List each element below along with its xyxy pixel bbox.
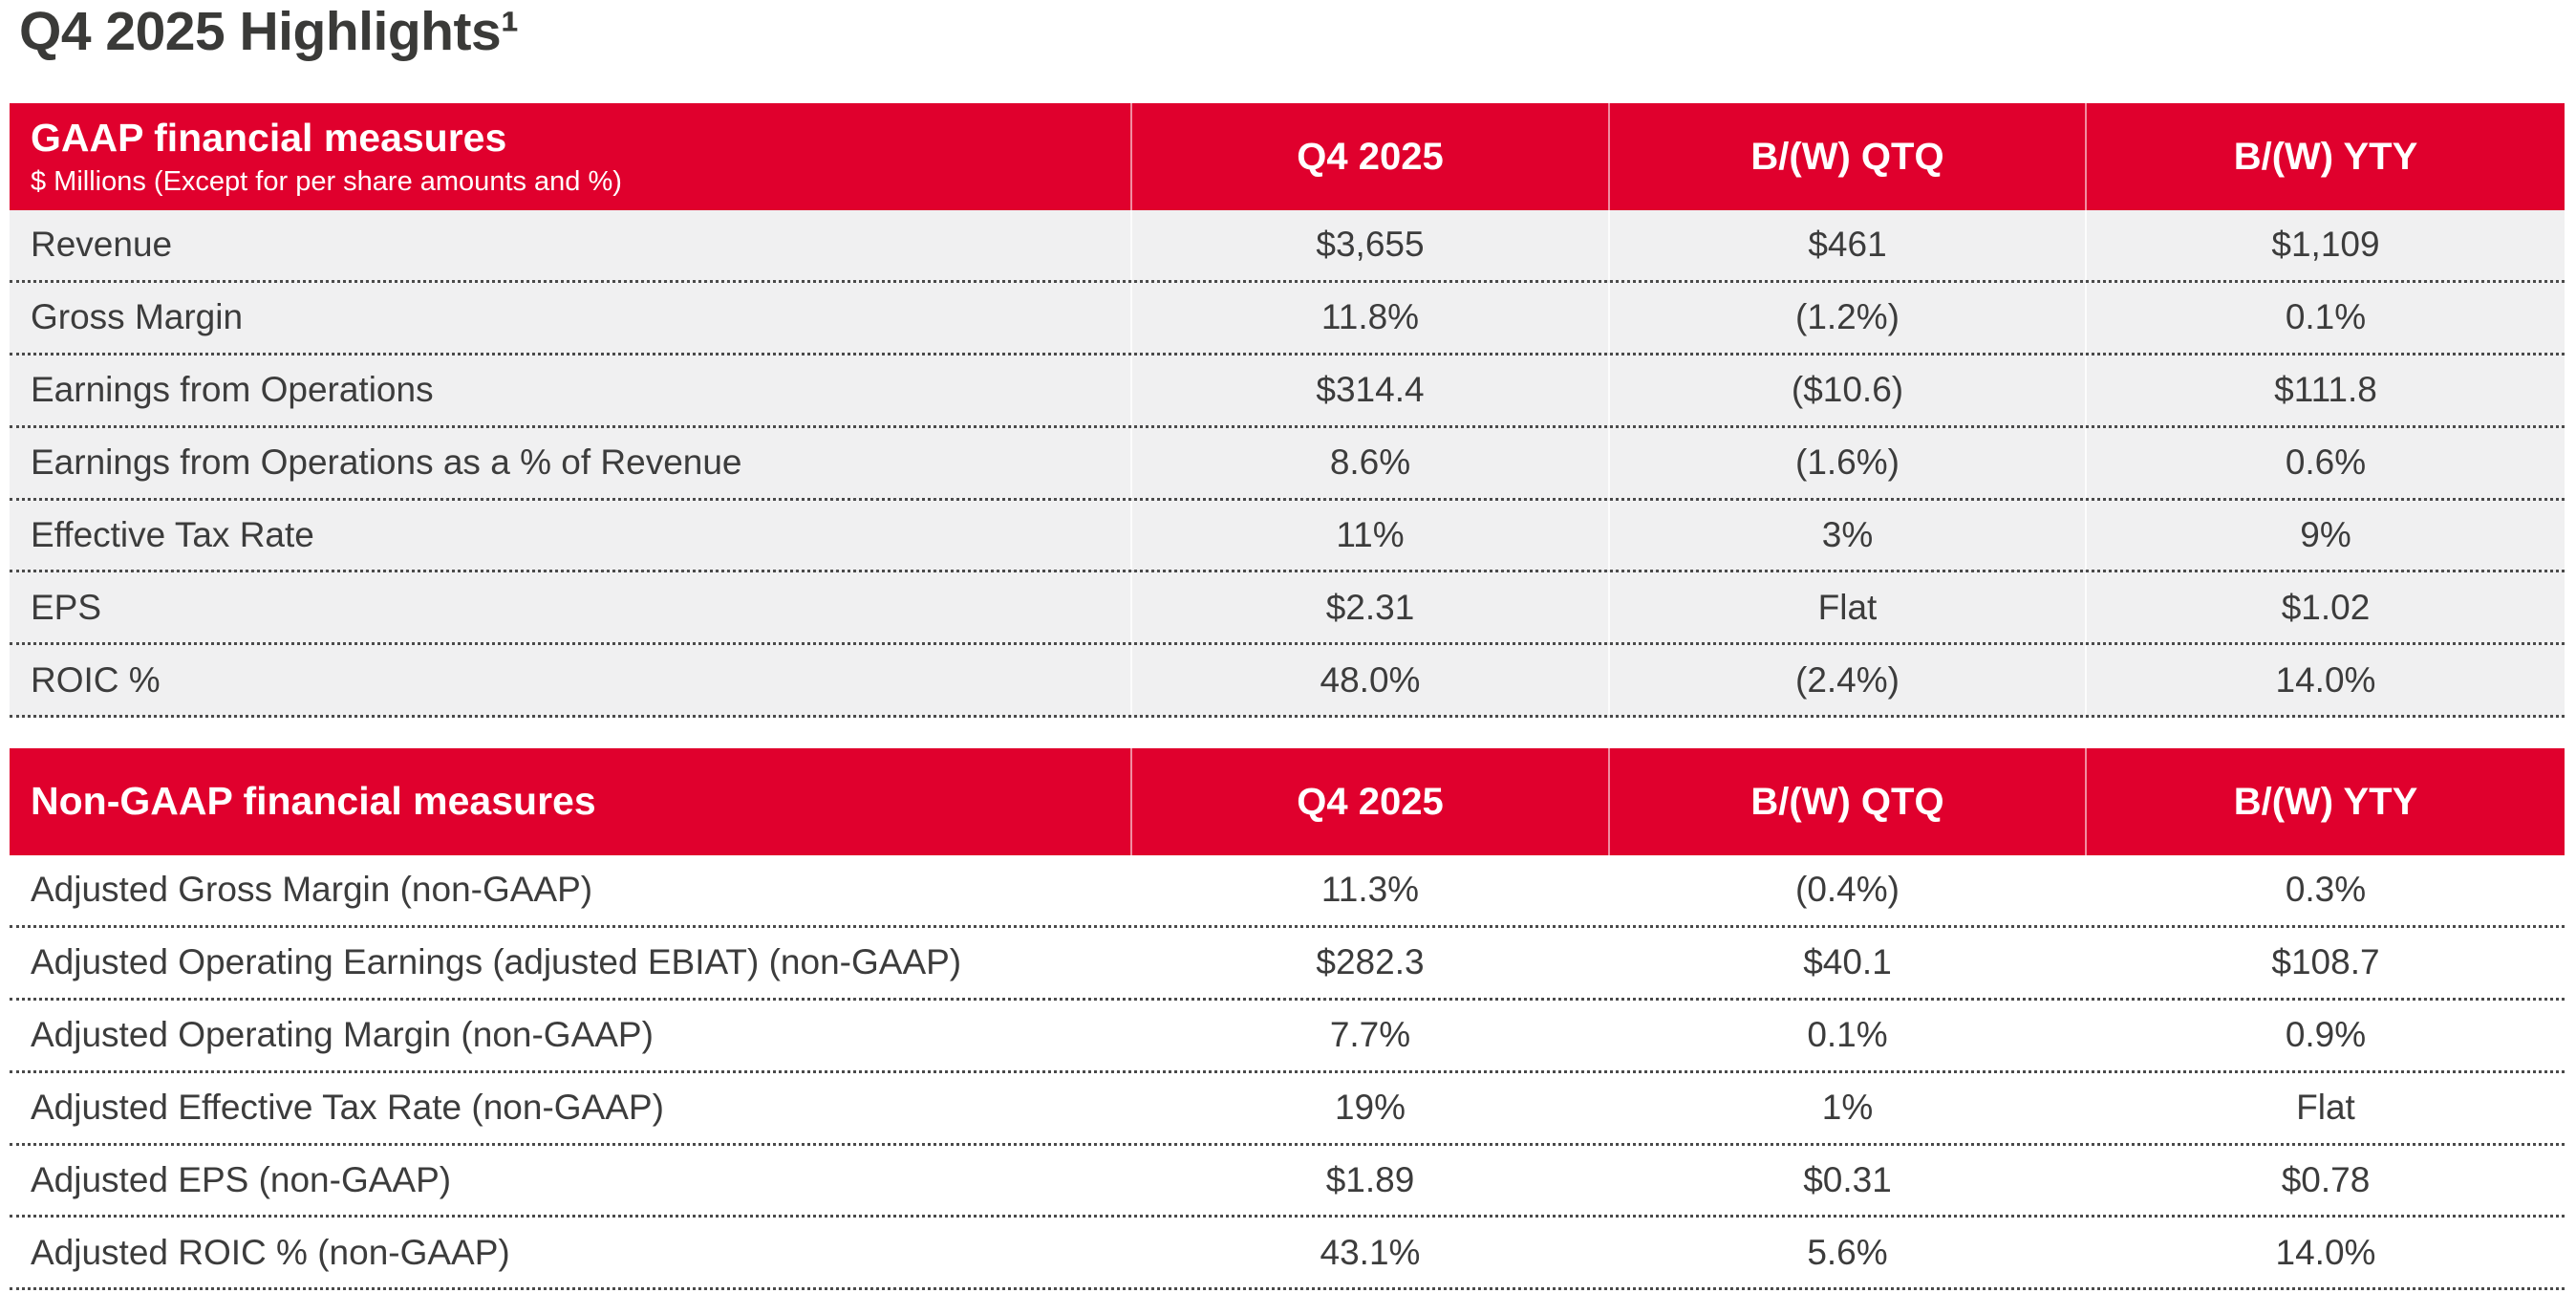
cell-value: $282.3 — [1130, 927, 1608, 998]
row-label: EPS — [31, 587, 102, 627]
cell-value: 11.3% — [1130, 855, 1608, 925]
table-header-title: GAAP financial measures — [31, 115, 507, 160]
cell-value: $40.1 — [1608, 927, 2085, 998]
table-header-subtitle: $ Millions (Except for per share amounts… — [31, 166, 622, 198]
cell-value: 19% — [1130, 1072, 1608, 1143]
cell-value: $1.02 — [2085, 572, 2565, 643]
cell-value: 14.0% — [2085, 1218, 2565, 1288]
cell-value: 11% — [1130, 500, 1608, 571]
row-label: Adjusted Effective Tax Rate (non-GAAP) — [31, 1088, 664, 1128]
cell-value: 0.9% — [2085, 1000, 2565, 1070]
cell-value: $2.31 — [1130, 572, 1608, 643]
cell-value: Flat — [1608, 572, 2085, 643]
cell-value: 11.8% — [1130, 282, 1608, 353]
table-row: Adjusted Operating Margin (non-GAAP) 7.7%… — [10, 1000, 2565, 1073]
table-row: Adjusted EPS (non-GAAP) $1.89 $0.31 $0.78 — [10, 1145, 2565, 1218]
cell-value: 0.6% — [2085, 427, 2565, 498]
cell-value: 5.6% — [1608, 1218, 2085, 1288]
cell-value: 0.3% — [2085, 855, 2565, 925]
row-label: Effective Tax Rate — [31, 515, 314, 554]
cell-value: $108.7 — [2085, 927, 2565, 998]
gaap-measures-table: GAAP financial measures $ Millions (Excep… — [10, 103, 2565, 719]
cell-value: $1.89 — [1130, 1145, 1608, 1216]
table-header-row: GAAP financial measures $ Millions (Excep… — [10, 103, 2565, 210]
cell-value: $0.31 — [1608, 1145, 2085, 1216]
row-label: Adjusted ROIC % (non-GAAP) — [31, 1232, 510, 1272]
row-label: Revenue — [31, 225, 173, 265]
column-header: B/(W) YTY — [2085, 103, 2565, 210]
cell-value: $314.4 — [1130, 355, 1608, 425]
table-row: EPS $2.31 Flat $1.02 — [10, 572, 2565, 646]
table-row: Adjusted Effective Tax Rate (non-GAAP) 19… — [10, 1072, 2565, 1146]
cell-value: 48.0% — [1130, 645, 1608, 716]
table-row: Revenue $3,655 $461 $1,109 — [10, 210, 2565, 283]
table-header-row: Non-GAAP financial measures Q4 2025 B/(W) … — [10, 748, 2565, 855]
cell-value: $111.8 — [2085, 355, 2565, 425]
table-row: Adjusted Operating Earnings (adjusted EB… — [10, 927, 2565, 1001]
cell-value: $1,109 — [2085, 210, 2565, 280]
page-title: Q4 2025 Highlights¹ — [19, 1, 519, 62]
cell-value: Flat — [2085, 1072, 2565, 1143]
cell-value: 1% — [1608, 1072, 2085, 1143]
column-header: Q4 2025 — [1130, 748, 1608, 855]
table-row: Earnings from Operations $314.4 ($10.6) $11… — [10, 355, 2565, 428]
table-row: Adjusted ROIC % (non-GAAP) 43.1% 5.6% 14.0% — [10, 1218, 2565, 1291]
table-row: ROIC % 48.0% (2.4%) 14.0% — [10, 645, 2565, 719]
table-row: Earnings from Operations as a % of Reven… — [10, 427, 2565, 501]
table-row: Effective Tax Rate 11% 3% 9% — [10, 500, 2565, 573]
column-header: B/(W) QTQ — [1608, 748, 2085, 855]
row-label: Adjusted Gross Margin (non-GAAP) — [31, 870, 593, 910]
row-label: Adjusted Operating Margin (non-GAAP) — [31, 1015, 654, 1055]
table-header-title-cell: GAAP financial measures $ Millions (Excep… — [10, 103, 1130, 210]
cell-value: (1.6%) — [1608, 427, 2085, 498]
cell-value: (0.4%) — [1608, 855, 2085, 925]
table-row: Gross Margin 11.8% (1.2%) 0.1% — [10, 282, 2565, 356]
cell-value: 0.1% — [2085, 282, 2565, 353]
row-label: Gross Margin — [31, 297, 244, 337]
row-label: Earnings from Operations as a % of Reven… — [31, 442, 742, 483]
cell-value: 7.7% — [1130, 1000, 1608, 1070]
row-label: ROIC % — [31, 659, 161, 700]
row-label: Earnings from Operations — [31, 370, 434, 410]
cell-value: (2.4%) — [1608, 645, 2085, 716]
cell-value: 3% — [1608, 500, 2085, 571]
cell-value: 14.0% — [2085, 645, 2565, 716]
table-row: Adjusted Gross Margin (non-GAAP) 11.3% (0.… — [10, 855, 2565, 928]
column-header: B/(W) YTY — [2085, 748, 2565, 855]
table-header-title-cell: Non-GAAP financial measures — [10, 748, 1130, 855]
cell-value: $461 — [1608, 210, 2085, 280]
column-header: Q4 2025 — [1130, 103, 1608, 210]
cell-value: ($10.6) — [1608, 355, 2085, 425]
column-header: B/(W) QTQ — [1608, 103, 2085, 210]
cell-value: 0.1% — [1608, 1000, 2085, 1070]
cell-value: $0.78 — [2085, 1145, 2565, 1216]
cell-value: $3,655 — [1130, 210, 1608, 280]
row-label: Adjusted Operating Earnings (adjusted EB… — [31, 942, 962, 982]
row-label: Adjusted EPS (non-GAAP) — [31, 1160, 452, 1199]
cell-value: (1.2%) — [1608, 282, 2085, 353]
cell-value: 9% — [2085, 500, 2565, 571]
table-header-title: Non-GAAP financial measures — [31, 779, 596, 824]
cell-value: 8.6% — [1130, 427, 1608, 498]
cell-value: 43.1% — [1130, 1218, 1608, 1288]
non-gaap-measures-table: Non-GAAP financial measures Q4 2025 B/(W) … — [10, 748, 2565, 1291]
